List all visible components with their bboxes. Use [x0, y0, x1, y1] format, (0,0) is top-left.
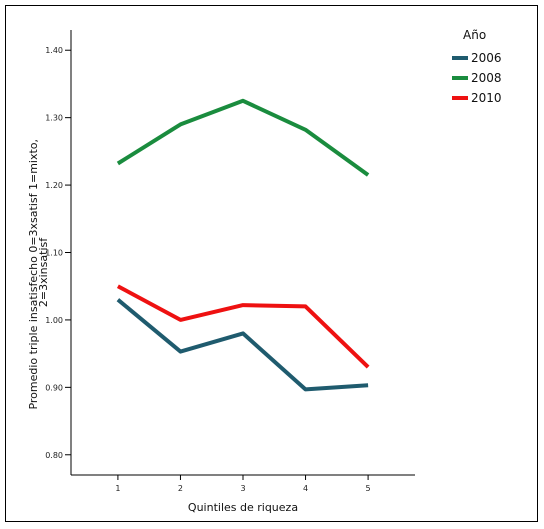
x-tick-label: 5	[366, 484, 371, 493]
x-tick-label: 3	[240, 484, 245, 493]
x-tick-label: 4	[303, 484, 308, 493]
y-tick-label: 1.00	[45, 316, 63, 325]
chart-frame	[5, 5, 538, 522]
y-axis-title: Promedio triple insatisfecho 0=3xsatisf …	[27, 135, 50, 410]
y-axis-title-line-2: 2=3xinsatisf	[37, 237, 50, 307]
legend-label-2010: 2010	[471, 91, 502, 105]
y-tick-label: 0.90	[45, 383, 63, 392]
legend: Año 2006 2008 2010	[452, 28, 502, 105]
y-tick-label: 1.40	[45, 46, 63, 55]
legend-label-2006: 2006	[471, 51, 502, 65]
x-tick-label: 1	[115, 484, 120, 493]
y-tick-label: 0.80	[45, 451, 63, 460]
y-tick-label: 1.10	[45, 249, 63, 258]
svg-text:Promedio triple insatisfecho 0: Promedio triple insatisfecho 0=3xsatisf …	[27, 135, 50, 409]
legend-label-2008: 2008	[471, 71, 502, 85]
series-line-2006	[116, 298, 369, 392]
y-tick-label: 1.20	[45, 181, 63, 190]
x-axis-title: Quintiles de riqueza	[188, 501, 298, 514]
legend-title: Año	[463, 28, 486, 42]
y-axis-title-line-1: Promedio triple insatisfecho 0=3xsatisf …	[27, 139, 40, 410]
axes	[70, 30, 415, 476]
y-ticks: 0.80 0.90 1.00 1.10 1.20 1.30 1.40	[45, 46, 71, 460]
y-tick-label: 1.30	[45, 114, 63, 123]
series-line-2010	[116, 284, 370, 369]
series-line-2008	[116, 98, 370, 177]
x-ticks: 1 2 3 4 5	[115, 475, 371, 493]
series-lines	[116, 98, 370, 392]
x-tick-label: 2	[178, 484, 183, 493]
